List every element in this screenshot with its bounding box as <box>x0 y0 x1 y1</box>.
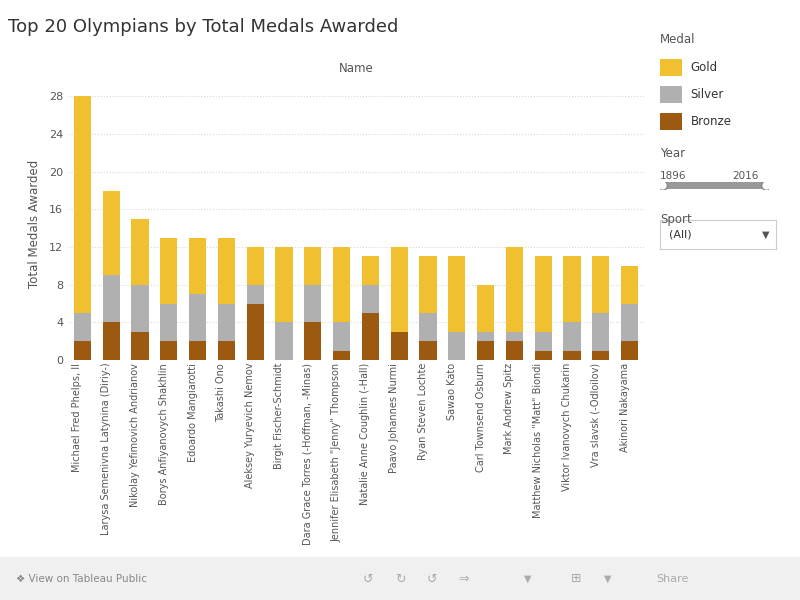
Bar <box>102 191 120 275</box>
Bar <box>246 247 264 284</box>
Bar <box>592 313 610 350</box>
Bar <box>506 341 523 360</box>
Bar <box>506 332 523 341</box>
Bar <box>74 97 91 313</box>
Bar <box>448 332 466 360</box>
Bar <box>131 332 149 360</box>
Bar <box>592 350 610 360</box>
Bar <box>333 322 350 350</box>
Bar <box>563 256 581 322</box>
Bar <box>477 284 494 332</box>
Text: Silver: Silver <box>690 88 724 101</box>
Bar <box>218 341 235 360</box>
Text: ▼: ▼ <box>524 574 532 584</box>
Bar <box>534 350 552 360</box>
Bar <box>189 294 206 341</box>
Bar <box>131 284 149 332</box>
Bar <box>419 341 437 360</box>
Text: ⇒: ⇒ <box>458 572 470 586</box>
Bar <box>74 313 91 341</box>
Y-axis label: Total Medals Awarded: Total Medals Awarded <box>27 160 41 287</box>
Text: Top 20 Olympians by Total Medals Awarded: Top 20 Olympians by Total Medals Awarded <box>8 18 398 36</box>
Bar <box>362 284 379 313</box>
Bar <box>621 266 638 304</box>
Bar <box>189 341 206 360</box>
Bar <box>246 284 264 304</box>
Text: Share: Share <box>656 574 688 584</box>
Bar <box>333 350 350 360</box>
Text: 2016: 2016 <box>732 171 758 181</box>
Bar <box>275 247 293 322</box>
Text: Sport: Sport <box>660 213 692 226</box>
Text: ⊞: ⊞ <box>570 572 582 586</box>
Bar <box>160 238 178 304</box>
Bar <box>131 219 149 284</box>
Bar <box>362 256 379 284</box>
Text: Year: Year <box>660 147 685 160</box>
Bar <box>189 238 206 294</box>
Bar <box>477 341 494 360</box>
Bar <box>275 322 293 360</box>
Bar <box>563 350 581 360</box>
Text: ↻: ↻ <box>394 572 406 586</box>
Text: Bronze: Bronze <box>690 115 731 128</box>
Text: ❖ View on Tableau Public: ❖ View on Tableau Public <box>16 574 147 584</box>
Bar <box>534 256 552 332</box>
Bar <box>419 313 437 341</box>
Bar <box>102 322 120 360</box>
Bar <box>592 256 610 313</box>
Bar <box>74 341 91 360</box>
Text: Gold: Gold <box>690 61 718 74</box>
Bar <box>390 332 408 360</box>
Bar <box>218 238 235 304</box>
Bar <box>304 247 322 284</box>
Text: (All): (All) <box>670 230 692 239</box>
Bar <box>160 304 178 341</box>
Bar <box>506 247 523 332</box>
Text: Medal: Medal <box>660 33 695 46</box>
Text: 1896: 1896 <box>660 171 686 181</box>
Bar <box>218 304 235 341</box>
Text: ↺: ↺ <box>362 572 374 586</box>
Bar <box>102 275 120 322</box>
Text: ▼: ▼ <box>762 230 770 239</box>
Bar <box>477 332 494 341</box>
Bar <box>534 332 552 350</box>
Bar <box>563 322 581 350</box>
Text: ↺: ↺ <box>426 572 438 586</box>
Bar <box>246 304 264 360</box>
Bar <box>390 247 408 332</box>
Bar <box>419 256 437 313</box>
Bar <box>621 341 638 360</box>
Bar <box>362 313 379 360</box>
Bar <box>448 256 466 332</box>
Bar <box>621 304 638 341</box>
Text: Name: Name <box>338 62 374 75</box>
Text: ▼: ▼ <box>604 574 612 584</box>
Bar <box>304 284 322 322</box>
Bar <box>160 341 178 360</box>
Bar <box>333 247 350 322</box>
Bar <box>304 322 322 360</box>
